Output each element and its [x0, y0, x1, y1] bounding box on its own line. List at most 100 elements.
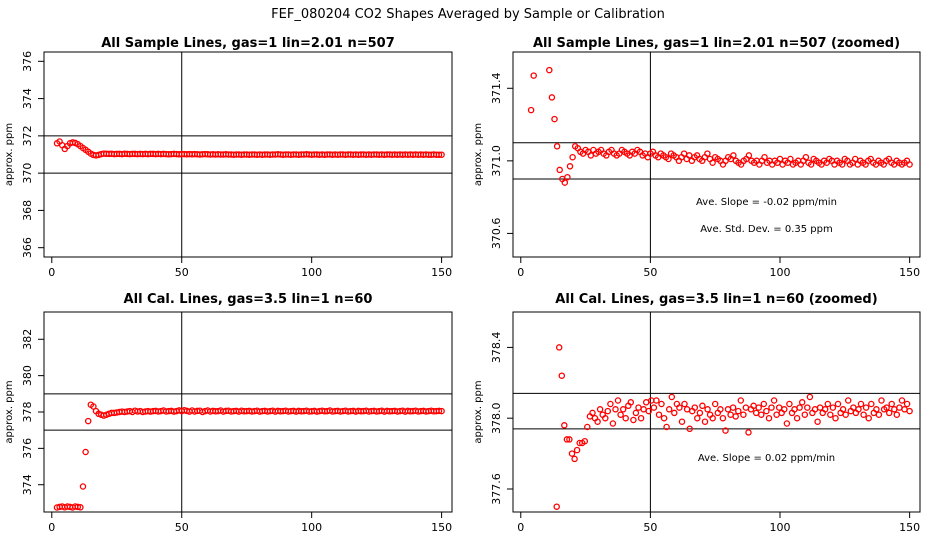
x-tick-label: 100	[301, 266, 322, 279]
data-point	[640, 406, 647, 413]
data-point	[548, 94, 556, 101]
data-point	[596, 406, 604, 413]
y-tick-label: 368	[21, 200, 34, 221]
data-point	[551, 115, 558, 123]
data-point	[865, 414, 872, 422]
data-point	[627, 399, 635, 406]
x-tick-label: 150	[899, 266, 920, 279]
data-point	[755, 404, 762, 411]
data-point	[737, 397, 745, 404]
y-tick-label: 366	[21, 237, 34, 258]
data-point	[783, 420, 791, 427]
data-point	[903, 400, 911, 408]
data-point	[724, 406, 732, 413]
data-point	[885, 409, 893, 417]
data-point	[527, 106, 535, 114]
y-tick-label: 380	[21, 365, 34, 386]
data-point	[844, 397, 852, 404]
data-point	[742, 404, 750, 411]
data-point	[553, 143, 561, 150]
y-tick-label: 382	[21, 329, 34, 350]
data-point	[709, 159, 716, 166]
data-point	[571, 455, 578, 463]
data-point	[563, 436, 571, 443]
data-point	[84, 417, 92, 425]
data-point	[558, 372, 566, 379]
data-point	[637, 414, 645, 422]
data-points	[553, 344, 913, 510]
data-point	[787, 155, 794, 163]
data-point	[838, 161, 846, 168]
data-point	[683, 406, 691, 413]
y-tick-label: 370.6	[490, 218, 503, 250]
data-point	[438, 151, 445, 158]
data-point	[888, 400, 895, 408]
data-point	[821, 406, 829, 413]
data-point	[839, 406, 847, 413]
data-point	[555, 344, 563, 351]
chart-panel-1: All Sample Lines, gas=1 lin=2.01 n=507 0 5…	[4, 36, 453, 279]
y-tick-label: 374	[21, 88, 34, 109]
data-point	[745, 429, 752, 436]
data-point	[862, 404, 870, 411]
data-point	[735, 407, 742, 415]
data-point	[802, 153, 810, 161]
stat-annotation: Ave. Slope = -0.02 ppm/min	[696, 197, 837, 208]
data-point	[906, 161, 913, 168]
data-point	[668, 393, 676, 401]
data-point	[740, 411, 747, 418]
data-point	[793, 414, 801, 422]
stat-annotation: Ave. Slope = 0.02 ppm/min	[698, 453, 835, 464]
data-point	[691, 404, 699, 411]
data-point	[770, 397, 778, 404]
y-tick-label: 370	[21, 163, 34, 184]
data-point	[77, 504, 84, 511]
y-tick-label: 371.0	[490, 145, 503, 177]
data-point	[760, 400, 768, 408]
data-point	[730, 152, 737, 159]
data-point	[573, 446, 581, 454]
data-point	[732, 413, 739, 420]
data-point	[82, 448, 89, 456]
data-point	[875, 411, 883, 418]
data-point	[676, 404, 683, 411]
data-point	[645, 407, 652, 415]
y-tick-label: 378.0	[490, 402, 503, 434]
data-point	[773, 411, 780, 418]
x-tick-label: 50	[643, 266, 657, 279]
data-point	[709, 414, 716, 422]
data-point	[671, 409, 678, 417]
x-tick-label: 0	[48, 521, 55, 534]
plot-frame	[512, 51, 921, 258]
x-tick-label: 50	[175, 266, 189, 279]
data-point	[763, 407, 770, 415]
y-tick-label: 371.4	[490, 73, 503, 105]
data-point	[901, 406, 908, 413]
data-point	[878, 397, 885, 404]
data-point	[584, 423, 591, 431]
x-tick-label: 150	[431, 266, 452, 279]
data-point	[696, 409, 704, 417]
y-tick-label: 376	[21, 438, 34, 459]
data-point	[594, 418, 601, 425]
data-point	[79, 483, 87, 490]
data-point	[906, 407, 913, 415]
data-point	[711, 400, 719, 408]
data-point	[553, 503, 560, 510]
data-point	[438, 407, 445, 415]
data-point	[604, 407, 612, 415]
data-point	[74, 503, 82, 511]
x-tick-label: 100	[301, 521, 322, 534]
data-point	[635, 404, 642, 411]
data-point	[658, 400, 665, 408]
data-point	[704, 150, 711, 157]
data-point	[614, 397, 622, 404]
data-point	[798, 399, 806, 406]
data-point	[622, 414, 629, 422]
data-point	[806, 393, 814, 401]
data-points	[527, 66, 913, 186]
data-point	[898, 397, 906, 404]
data-point	[829, 404, 837, 411]
data-point	[893, 411, 901, 418]
